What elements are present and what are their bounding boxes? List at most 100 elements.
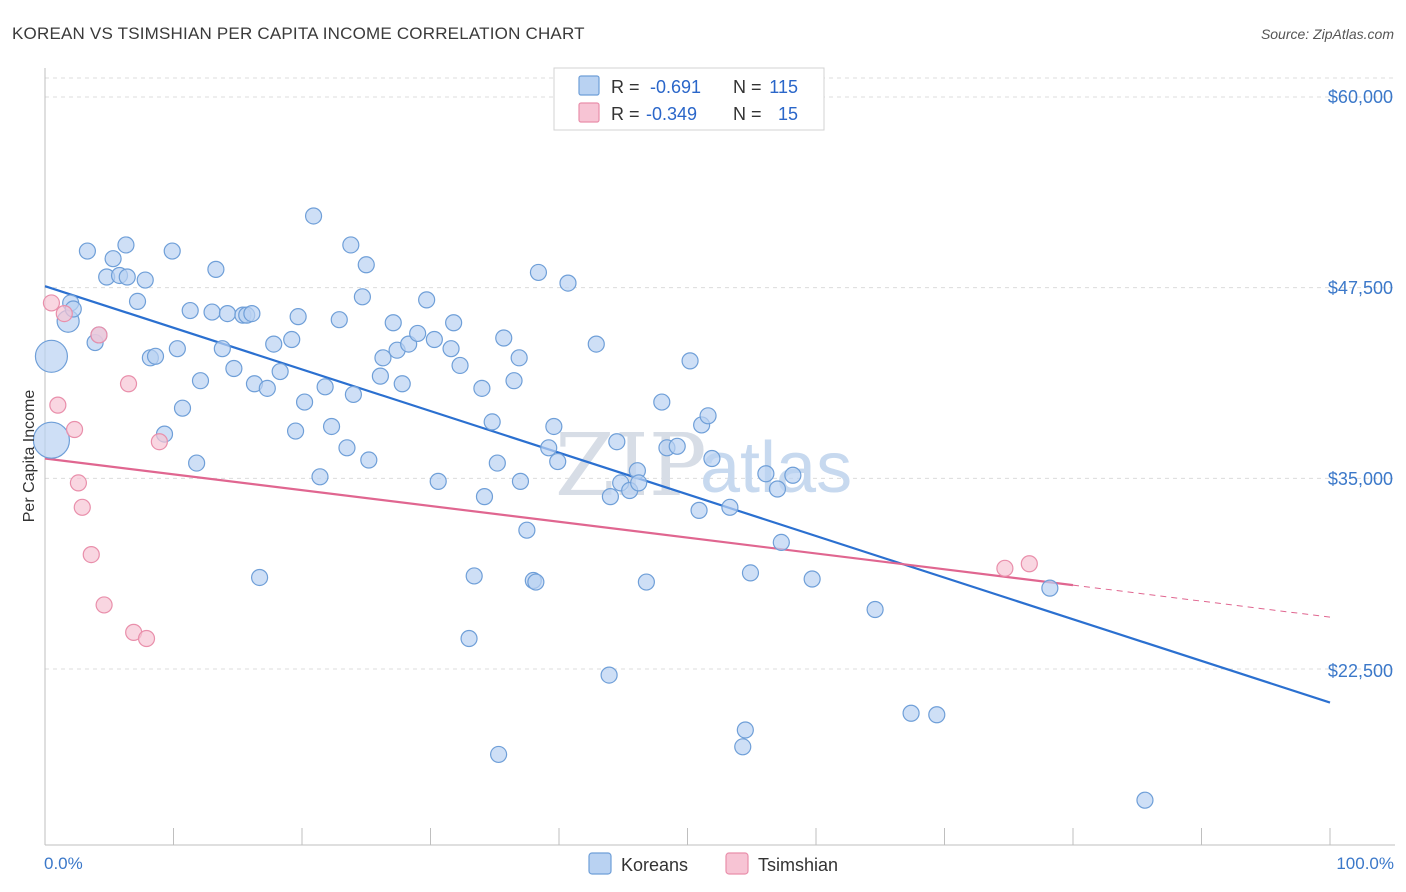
korean-point: [681, 352, 699, 370]
tsimshian-trend-line: [44, 457, 1074, 587]
korean-point: [721, 498, 739, 516]
trend-layer: [44, 285, 1331, 704]
x-tick-label-min: 0.0%: [44, 854, 83, 873]
korean-point: [549, 452, 567, 471]
y-tick-label-35000: $35,000: [1328, 469, 1393, 489]
korean-point: [784, 466, 802, 484]
korean-point: [384, 314, 402, 332]
korean-point: [330, 311, 348, 329]
legend-n-value-tsimshian: 15: [778, 104, 798, 124]
koreans-legend-swatch: [578, 75, 600, 96]
korean-point: [518, 521, 536, 539]
korean-point: [250, 568, 269, 587]
korean-point: [418, 291, 436, 309]
tsimshian-point: [49, 396, 67, 414]
tsimshian-point: [65, 420, 84, 439]
legend-r-value-tsimshian: -0.349: [646, 104, 697, 124]
korean-point: [473, 379, 491, 397]
korean-point: [360, 451, 378, 469]
korean-point: [734, 738, 752, 756]
legend-r-label-koreans: R =: [611, 77, 640, 97]
korean-point: [304, 207, 323, 225]
tsimshian-series-swatch: [725, 852, 749, 875]
tsimshian-point: [73, 498, 91, 516]
korean-point: [168, 340, 186, 358]
korean-point: [188, 454, 206, 472]
korean-point: [322, 417, 341, 436]
korean-point: [104, 250, 122, 268]
stats-legend: R = -0.691 N = 115 R = -0.349 N = 15: [553, 67, 825, 131]
korean-point: [271, 362, 289, 381]
korean-point: [653, 393, 671, 411]
korean-point: [460, 629, 478, 648]
koreans-trend-line: [44, 285, 1331, 704]
korean-point: [213, 340, 231, 358]
korean-point: [283, 330, 301, 349]
korean-point: [136, 271, 154, 289]
korean-point: [902, 704, 920, 722]
korean-point: [529, 263, 548, 282]
tsimshian-legend-swatch: [578, 102, 600, 123]
tsimshian-point: [1020, 555, 1038, 573]
series-legend: Koreans Tsimshian: [588, 852, 838, 875]
korean-point: [311, 468, 329, 486]
korean-point: [668, 437, 686, 455]
korean-point: [699, 407, 717, 425]
korean-point: [600, 666, 618, 684]
korean-point: [757, 465, 775, 483]
tsimshian-series-label: Tsimshian: [758, 855, 838, 875]
korean-point: [475, 488, 494, 506]
korean-point: [342, 236, 360, 254]
korean-point: [483, 413, 501, 431]
korean-point: [545, 417, 563, 436]
korean-point: [344, 385, 362, 404]
tsimshian-point: [42, 294, 61, 312]
korean-point: [243, 304, 261, 323]
points-layer: [32, 207, 1154, 809]
korean-point: [429, 472, 447, 490]
korean-point: [587, 335, 605, 353]
tsimshian-point: [137, 629, 156, 648]
tsimshian-point: [69, 474, 88, 492]
korean-point: [505, 372, 523, 390]
korean-point: [465, 567, 483, 585]
korean-point: [163, 242, 181, 260]
korean-point: [218, 304, 237, 323]
korean-point: [703, 449, 721, 468]
y-tick-label-60000: $60,000: [1328, 87, 1393, 107]
legend-r-value-koreans: -0.691: [650, 77, 701, 97]
koreans-series-swatch: [588, 852, 612, 875]
korean-point: [425, 330, 443, 349]
korean-point: [207, 260, 225, 278]
korean-point: [181, 301, 199, 320]
korean-point: [540, 439, 558, 457]
korean-point: [409, 324, 427, 343]
chart-source: Source: ZipAtlas.com: [1261, 26, 1394, 42]
chart-title: KOREAN VS TSIMSHIAN PER CAPITA INCOME CO…: [12, 24, 585, 43]
korean-point: [442, 340, 460, 358]
korean-point: [803, 570, 821, 588]
korean-point: [393, 375, 411, 393]
korean-point: [371, 367, 389, 385]
korean-point: [78, 242, 97, 260]
korean-point: [445, 314, 463, 332]
korean-point: [1041, 579, 1059, 597]
korean-point: [637, 573, 655, 591]
koreans-series-label: Koreans: [621, 855, 688, 875]
korean-point: [451, 356, 469, 375]
korean-point: [527, 573, 545, 591]
y-tick-label-47500: $47,500: [1328, 278, 1393, 298]
korean-point: [117, 236, 135, 254]
korean-point: [741, 564, 760, 582]
korean-point: [690, 501, 708, 519]
tsimshian-point: [119, 375, 138, 393]
tsimshian-point: [150, 433, 168, 451]
korean-point: [258, 379, 276, 397]
y-tick-label-22500: $22,500: [1328, 661, 1393, 681]
y-axis-label: Per Capita Income: [21, 390, 38, 523]
korean-point: [128, 292, 147, 310]
korean-point: [286, 422, 305, 440]
legend-r-label-tsimshian: R =: [611, 104, 640, 124]
korean-point: [265, 335, 283, 353]
